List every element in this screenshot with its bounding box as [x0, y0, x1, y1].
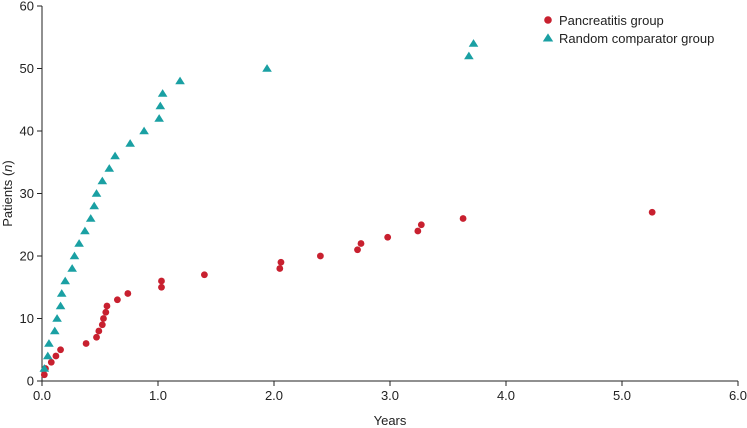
data-points — [39, 39, 656, 379]
data-point-circle — [459, 215, 467, 222]
data-point-circle — [103, 302, 111, 310]
data-point-triangle — [69, 251, 80, 260]
data-point-triangle — [157, 89, 168, 97]
x-axis-title: Years — [374, 413, 407, 428]
data-point-circle — [648, 208, 656, 216]
x-tick-label: 5.0 — [613, 388, 631, 403]
data-point-triangle — [44, 339, 54, 347]
y-axis-ticks: 0 10 20 30 40 50 60 — [20, 0, 42, 389]
data-point-triangle — [56, 289, 67, 297]
data-point-circle — [357, 240, 365, 247]
y-tick-label: 50 — [20, 61, 34, 76]
data-point-triangle — [39, 364, 50, 372]
data-point-circle — [277, 258, 285, 266]
data-point-triangle — [175, 76, 185, 85]
data-point-circle — [47, 358, 55, 366]
data-point-circle — [40, 371, 48, 379]
data-point-circle — [201, 271, 208, 279]
legend-item-comparator: Random comparator group — [542, 31, 714, 46]
x-tick-label: 4.0 — [497, 388, 515, 403]
data-point-triangle — [468, 39, 479, 47]
legend-circle-marker — [544, 16, 552, 24]
data-point-triangle — [67, 264, 77, 272]
data-point-triangle — [89, 201, 99, 210]
data-point-triangle — [43, 351, 53, 360]
x-tick-label: 2.0 — [265, 388, 283, 403]
data-point-triangle — [49, 326, 60, 335]
legend-label-pancreatitis: Pancreatitis group — [559, 13, 664, 28]
data-point-triangle — [60, 276, 70, 285]
data-point-triangle — [55, 301, 66, 310]
data-point-triangle — [125, 139, 135, 147]
data-point-circle — [52, 352, 60, 360]
legend: Pancreatitis group Random comparator gro… — [542, 13, 714, 46]
data-point-triangle — [104, 164, 115, 172]
y-tick-label: 40 — [20, 124, 34, 139]
series-pancreatitis — [40, 208, 656, 379]
data-point-circle — [317, 252, 324, 260]
data-point-circle — [384, 233, 392, 241]
data-point-triangle — [80, 226, 90, 235]
y-tick-label: 60 — [20, 0, 34, 14]
legend-triangle-marker — [542, 33, 554, 42]
y-axis-title: Patients (n) — [0, 160, 15, 227]
data-point-triangle — [91, 189, 102, 197]
data-point-circle — [100, 315, 107, 322]
data-point-circle — [158, 283, 165, 291]
data-point-triangle — [52, 314, 62, 322]
data-point-triangle — [139, 126, 149, 135]
data-point-triangle — [97, 176, 108, 185]
series-comparator — [39, 39, 479, 372]
data-point-triangle — [74, 239, 84, 247]
data-point-circle — [114, 296, 121, 304]
data-point-triangle — [155, 101, 166, 110]
x-tick-label: 0.0 — [33, 388, 51, 403]
data-point-circle — [276, 265, 284, 272]
data-point-circle — [102, 308, 110, 316]
legend-item-pancreatitis: Pancreatitis group — [544, 13, 664, 28]
data-point-triangle — [464, 51, 474, 60]
y-tick-label: 20 — [20, 249, 34, 264]
data-point-circle — [93, 333, 100, 341]
data-point-triangle — [262, 64, 272, 72]
x-tick-label: 3.0 — [381, 388, 399, 403]
data-point-circle — [98, 321, 106, 329]
data-point-circle — [354, 246, 361, 254]
x-tick-label: 6.0 — [729, 388, 747, 403]
data-point-circle — [82, 340, 90, 347]
data-point-circle — [124, 290, 132, 297]
data-point-triangle — [110, 151, 120, 160]
data-point-circle — [95, 327, 103, 335]
data-point-triangle — [154, 114, 164, 122]
y-tick-label: 30 — [20, 186, 34, 201]
data-point-circle — [158, 277, 165, 285]
legend-label-comparator: Random comparator group — [559, 31, 714, 46]
data-point-circle — [57, 346, 64, 354]
data-point-circle — [417, 221, 425, 229]
x-tick-label: 1.0 — [149, 388, 167, 403]
x-axis-ticks: 0.0 1.0 2.0 3.0 4.0 5.0 6.0 — [33, 381, 747, 403]
y-tick-label: 0 — [27, 374, 34, 389]
y-tick-label: 10 — [20, 311, 34, 326]
axes: 0.0 1.0 2.0 3.0 4.0 5.0 6.0 0 10 20 30 40 50 60 — [20, 0, 747, 403]
data-point-triangle — [85, 214, 96, 222]
data-point-circle — [414, 227, 422, 235]
